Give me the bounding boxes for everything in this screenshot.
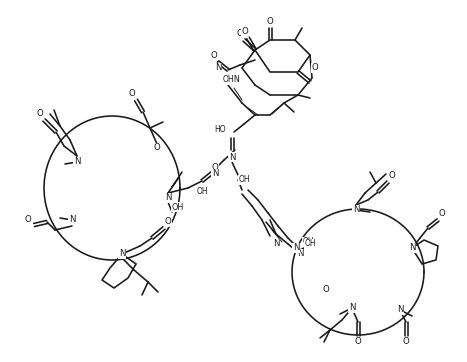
- Text: O: O: [311, 63, 318, 72]
- Text: OH: OH: [302, 237, 314, 247]
- Text: O: O: [212, 163, 219, 172]
- Text: O: O: [323, 286, 329, 295]
- Text: O: O: [237, 29, 243, 38]
- Text: O: O: [165, 218, 171, 227]
- Text: N: N: [273, 240, 279, 248]
- Text: N: N: [74, 157, 80, 167]
- Text: N: N: [293, 244, 299, 253]
- Text: O: O: [241, 26, 248, 35]
- Text: N: N: [229, 152, 235, 161]
- Text: N: N: [297, 249, 303, 258]
- Text: N: N: [215, 63, 221, 72]
- Text: OH: OH: [196, 186, 208, 195]
- Text: N: N: [212, 169, 218, 178]
- Text: O: O: [267, 17, 273, 26]
- Text: HN: HN: [228, 76, 240, 84]
- Text: O: O: [439, 210, 446, 219]
- Text: O: O: [128, 89, 135, 98]
- Text: O: O: [354, 337, 361, 346]
- Text: N: N: [69, 215, 75, 224]
- Text: OH: OH: [222, 76, 234, 84]
- Text: HO: HO: [214, 126, 226, 135]
- Text: O: O: [36, 109, 43, 118]
- Text: N: N: [353, 206, 359, 215]
- Text: N: N: [119, 249, 125, 258]
- Text: O: O: [154, 143, 160, 152]
- Text: N: N: [409, 244, 415, 253]
- Text: O: O: [211, 51, 217, 60]
- Text: O: O: [389, 172, 396, 181]
- Text: O: O: [25, 215, 31, 224]
- Text: OH: OH: [304, 240, 316, 248]
- Text: OH: OH: [238, 176, 250, 185]
- Text: O: O: [403, 337, 410, 346]
- Text: N: N: [349, 303, 355, 312]
- Text: OH: OH: [172, 202, 184, 211]
- Text: N: N: [397, 306, 403, 315]
- Text: N: N: [165, 194, 171, 202]
